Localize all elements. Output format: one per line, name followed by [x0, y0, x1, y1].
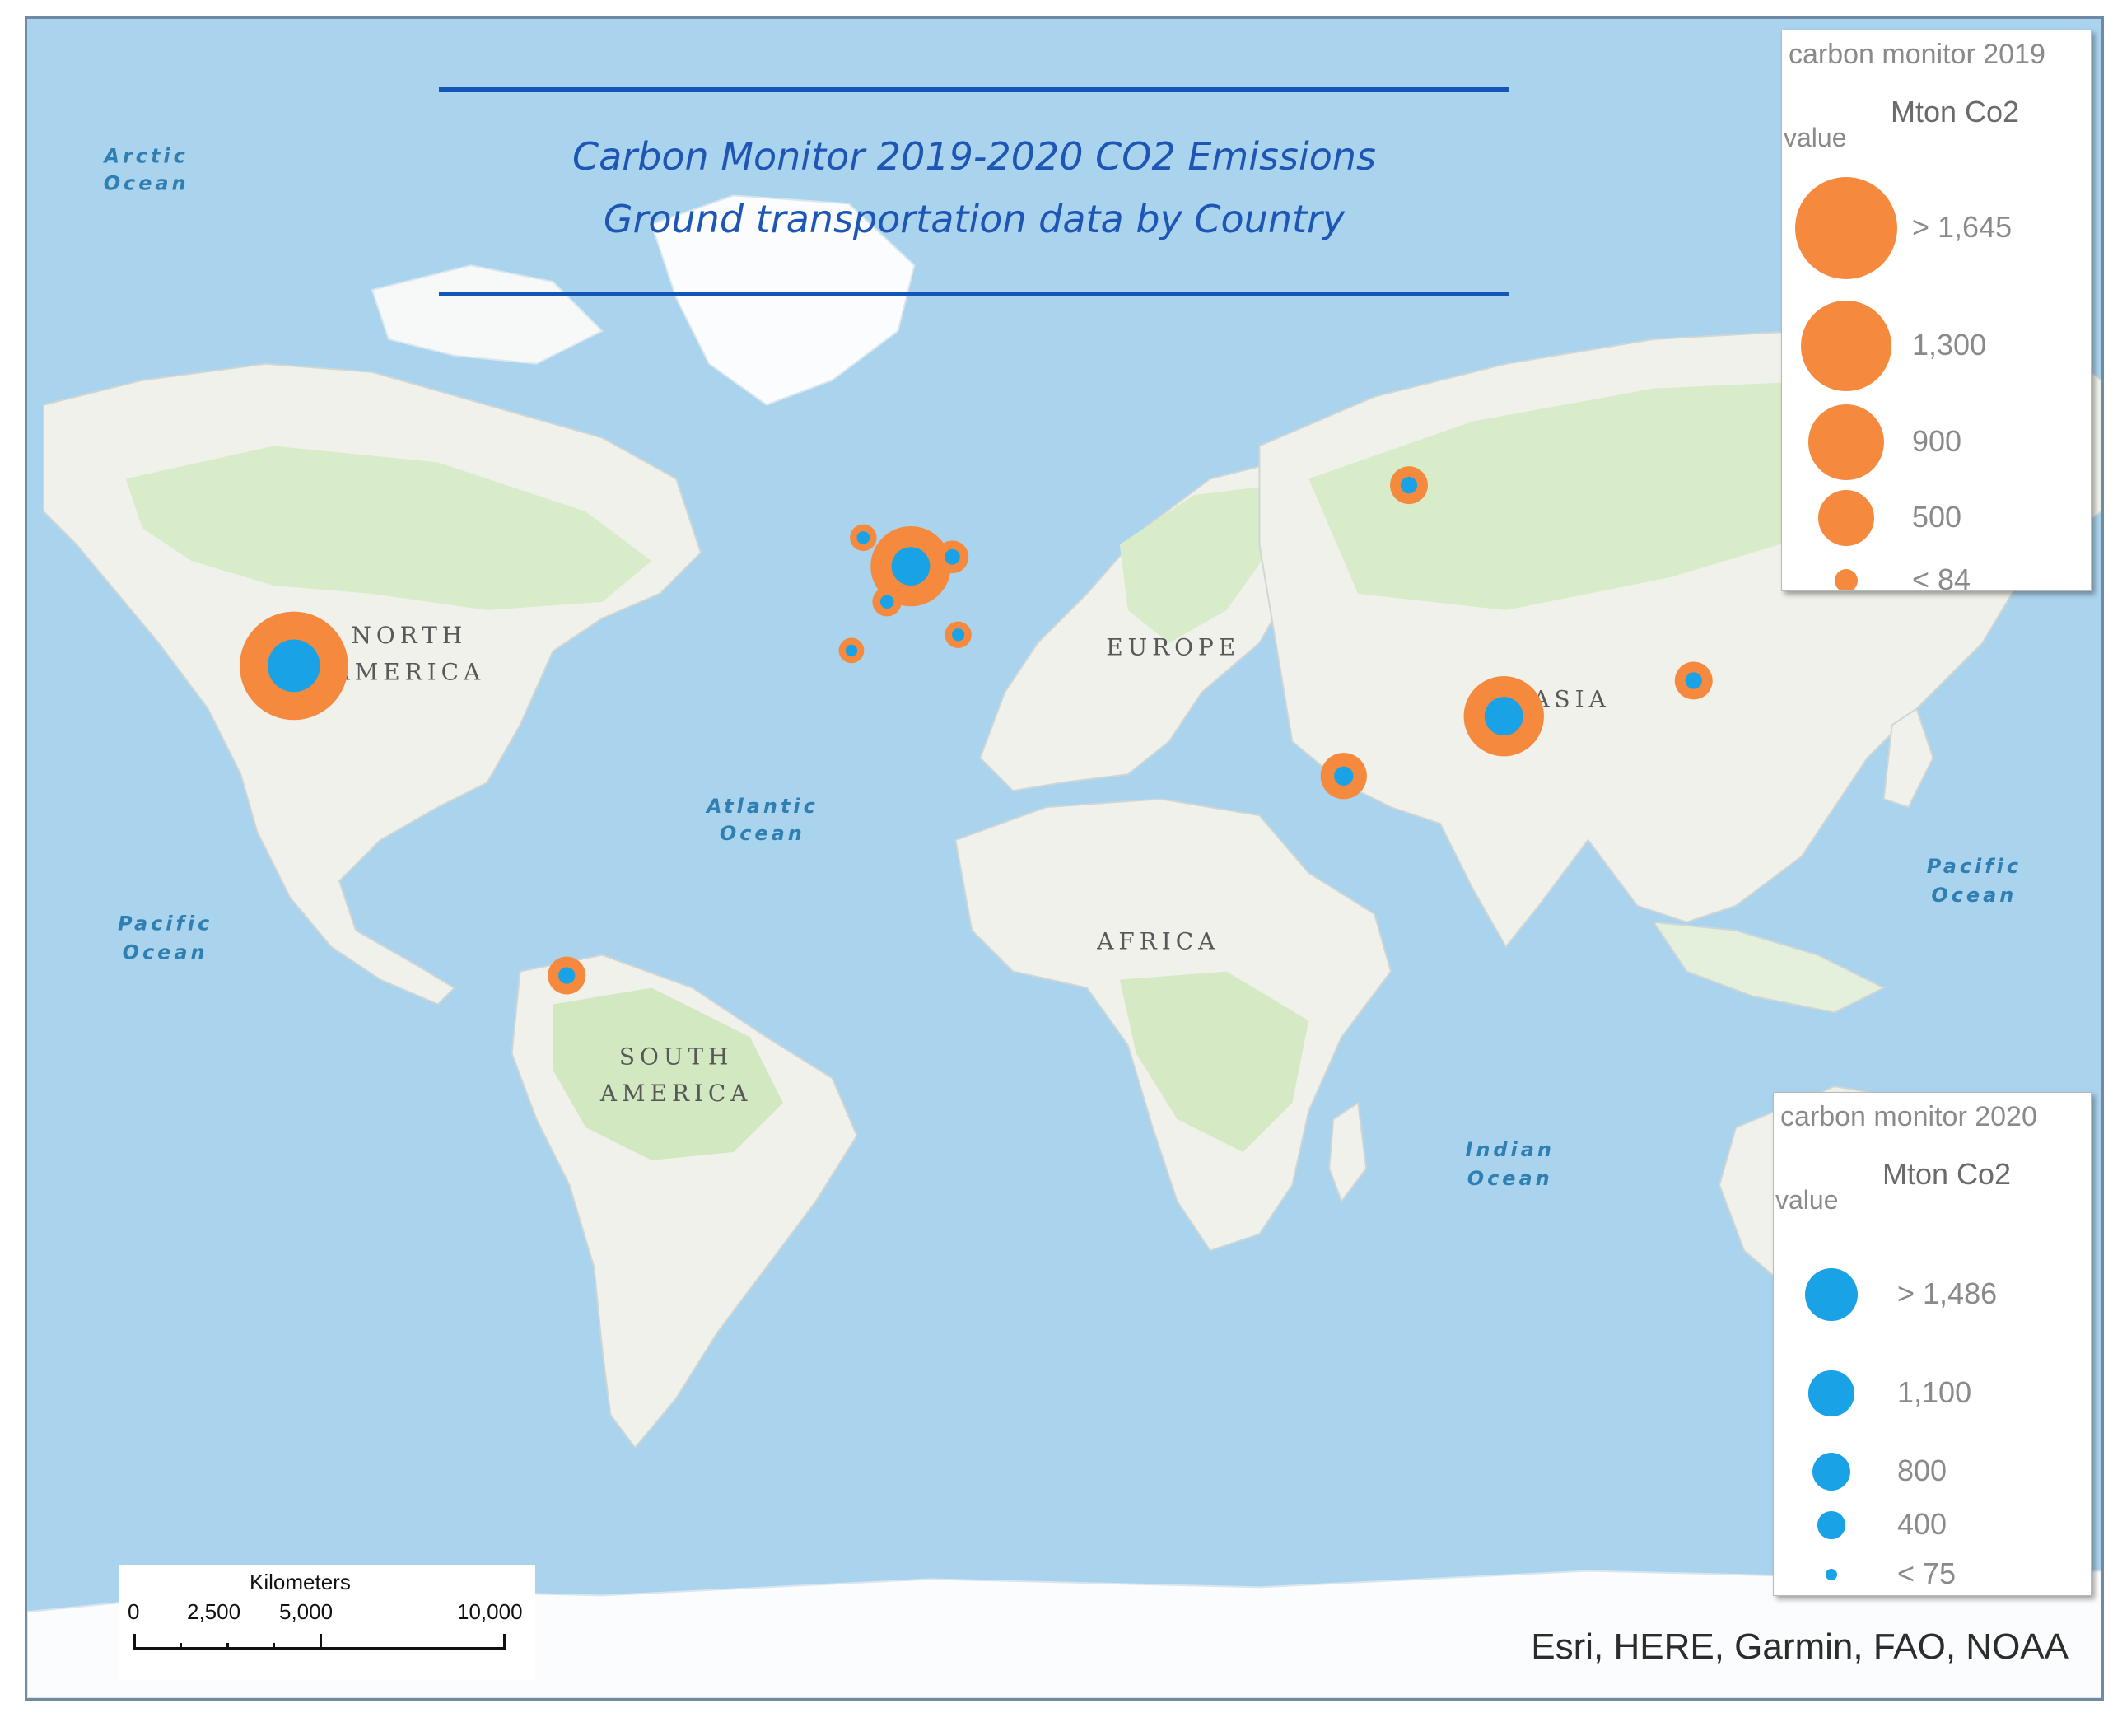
- basemap: Arctic Ocean Atlantic Ocean Pacific Ocea…: [27, 19, 2101, 1698]
- south-america-label-2: AMERICA: [599, 1080, 753, 1107]
- legend-symbol: [1817, 489, 1875, 547]
- emission-2020-symbol: [944, 548, 960, 565]
- emission-2020-symbol: [267, 639, 320, 693]
- legend-item: > 1,486: [1774, 1268, 2091, 1321]
- scale-bar-vtick: [503, 1634, 506, 1650]
- scale-bar-title: Kilometers: [250, 1570, 351, 1594]
- legend-symbol: [1834, 569, 1858, 590]
- legend-item: > 1,645: [1782, 177, 2091, 279]
- scale-bar-vtick: [320, 1634, 322, 1650]
- legend-item: 1,100: [1774, 1370, 2091, 1416]
- legend-2020-field: value: [1775, 1185, 1839, 1215]
- legend-item: 500: [1782, 489, 2091, 547]
- legend-label: > 1,486: [1897, 1276, 1998, 1310]
- legend-label: > 1,645: [1912, 210, 2013, 244]
- legend-symbol: [1800, 300, 1892, 392]
- emission-2020-symbol: [1484, 697, 1523, 736]
- europe-label: EUROPE: [1106, 634, 1240, 661]
- legend-2019-unit: Mton Co2: [1891, 95, 2020, 128]
- legend-label: 500: [1912, 500, 1962, 534]
- japan: [1882, 707, 1934, 809]
- africa-vegetation: [1119, 971, 1309, 1152]
- scale-bar: Kilometers 0 2,500 5,000 10,000: [119, 1565, 535, 1680]
- emission-2020-symbol: [845, 644, 858, 657]
- legend-symbol: [1795, 177, 1897, 279]
- legend-label: < 84: [1912, 562, 1971, 591]
- arctic-ocean-label-1: Arctic: [103, 144, 189, 167]
- scale-bar-tick: 10,000: [457, 1599, 523, 1624]
- pacific-ocean-east-label-1: Pacific: [1927, 855, 2022, 878]
- emission-2020-symbol: [891, 547, 931, 586]
- emission-2020-symbol: [951, 628, 965, 642]
- pacific-ocean-east-label-2: Ocean: [1931, 884, 2017, 907]
- legend-2020-unit: Mton Co2: [1882, 1157, 2012, 1191]
- scale-bar-tick: 0: [128, 1599, 140, 1624]
- legend-label: 1,100: [1897, 1375, 1972, 1409]
- amazon-vegetation: [553, 987, 783, 1160]
- scale-bar-vtick: [180, 1643, 182, 1650]
- map-title: Carbon Monitor 2019-2020 CO2 Emissions G…: [439, 75, 1509, 314]
- arctic-ocean-label-2: Ocean: [104, 171, 189, 194]
- emission-2020-symbol: [558, 967, 576, 984]
- indian-ocean-label-2: Ocean: [1467, 1167, 1553, 1190]
- title-line-1: Carbon Monitor 2019-2020 CO2 Emissions: [571, 134, 1377, 179]
- legend-2019-field: value: [1784, 123, 1847, 152]
- emission-2020-symbol: [879, 595, 894, 609]
- madagascar: [1328, 1101, 1368, 1203]
- legend-item: 1,300: [1782, 300, 2091, 392]
- scale-bar-vtick: [133, 1634, 136, 1650]
- emission-2020-symbol: [856, 531, 870, 544]
- canada-vegetation: [125, 446, 652, 610]
- legend-symbol: [1808, 404, 1884, 480]
- legend-item: < 75: [1774, 1556, 2091, 1590]
- title-rule-top: [439, 87, 1509, 92]
- legend-2019-title: carbon monitor 2019: [1789, 39, 2045, 70]
- scale-bar-vtick: [226, 1643, 229, 1650]
- legend-label: 900: [1912, 424, 1962, 458]
- legend-symbol: [1808, 1370, 1854, 1416]
- scale-bar-tick: 5,000: [279, 1599, 334, 1624]
- indian-ocean-label-1: Indian: [1466, 1138, 1555, 1161]
- attribution: Esri, HERE, Garmin, FAO, NOAA: [1531, 1626, 2069, 1667]
- legend-2020-title: carbon monitor 2020: [1780, 1101, 2037, 1132]
- legend-item: < 84: [1782, 562, 2091, 590]
- greenland: [650, 194, 916, 406]
- legend-label: 400: [1897, 1507, 1947, 1541]
- legend-symbol: [1812, 1452, 1851, 1491]
- atlantic-ocean-label-2: Ocean: [720, 822, 805, 845]
- southeast-asia-islands: [1652, 921, 1886, 1014]
- legend-label: < 75: [1897, 1556, 1957, 1590]
- scandinavia-vegetation: [1119, 487, 1268, 643]
- legend-item: 400: [1774, 1507, 2091, 1541]
- legend-label: 1,300: [1912, 328, 1987, 362]
- south-america-label-1: SOUTH: [619, 1043, 733, 1070]
- emission-2020-symbol: [1334, 766, 1354, 786]
- atlantic-ocean-label-1: Atlantic: [705, 795, 819, 818]
- legend-symbol: [1817, 1511, 1845, 1539]
- legend-2019: carbon monitor 2019 Mton Co2 value > 1,6…: [1781, 30, 2092, 591]
- title-line-2: Ground transportation data by Country: [603, 197, 1346, 241]
- emission-symbols: [240, 466, 1713, 995]
- legend-item: 800: [1774, 1452, 2091, 1491]
- legend-symbol: [1805, 1268, 1858, 1321]
- map-frame: Arctic Ocean Atlantic Ocean Pacific Ocea…: [25, 16, 2104, 1701]
- legend-symbol: [1825, 1568, 1838, 1581]
- legend-item: 900: [1782, 404, 2091, 480]
- scale-bar-tick: 2,500: [187, 1599, 241, 1624]
- pacific-ocean-west-label-2: Ocean: [123, 941, 208, 964]
- emission-2020-symbol: [1685, 672, 1702, 689]
- pacific-ocean-west-label-1: Pacific: [118, 912, 212, 936]
- north-america-label-1: NORTH: [352, 622, 468, 649]
- emission-2020-symbol: [1400, 477, 1418, 494]
- arctic-islands: [371, 264, 604, 365]
- legend-2020: carbon monitor 2020 Mton Co2 value > 1,4…: [1773, 1092, 2092, 1596]
- legend-label: 800: [1897, 1454, 1947, 1487]
- title-rule-bottom: [439, 292, 1509, 296]
- asia-label: ASIA: [1532, 686, 1610, 713]
- north-america-label-2: AMERICA: [333, 659, 486, 686]
- scale-bar-vtick: [273, 1643, 275, 1650]
- africa-label: AFRICA: [1096, 928, 1220, 955]
